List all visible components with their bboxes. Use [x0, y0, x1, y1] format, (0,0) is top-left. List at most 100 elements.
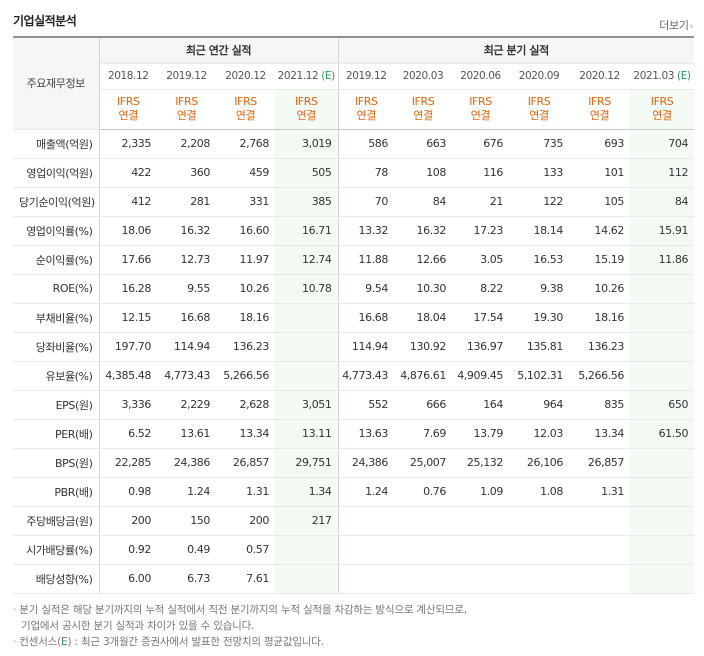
footnotes: · 분기 실적은 해당 분기까지의 누적 실적에서 직전 분기까지의 누적 실적… — [13, 602, 693, 650]
ifrs-badge: IFRS 연결 — [394, 89, 452, 130]
table-row: 당좌비율(%) 197.70 114.94 136.23 114.94 130.92 136… — [13, 332, 695, 362]
annual-value — [275, 332, 339, 362]
row-label: 부채비율(%) — [13, 303, 100, 333]
quarter-value: 108 — [394, 158, 452, 188]
table-row: EPS(원) 3,336 2,229 2,628 3,051 552 666 164 964 83… — [13, 390, 695, 420]
quarter-period-header: 2020.09 — [509, 63, 569, 90]
quarter-period-header: 2019.12 — [338, 63, 394, 90]
annual-value — [275, 564, 339, 594]
quarter-value — [630, 448, 695, 478]
quarter-value — [452, 506, 509, 536]
footnote-consensus: · 컨센서스(E) : 최근 3개월간 증권사에서 발표한 전망치의 평균값입니… — [13, 636, 324, 648]
quarter-value: 13.79 — [452, 419, 509, 449]
quarter-value — [338, 535, 394, 565]
quarter-value: 1.08 — [509, 477, 569, 507]
quarter-value: 4,909.45 — [452, 361, 509, 391]
quarter-value: 25,007 — [394, 448, 452, 478]
quarter-value — [452, 535, 509, 565]
quarter-value — [509, 506, 569, 536]
quarter-value: 15.19 — [569, 245, 630, 275]
row-label: ROE(%) — [13, 274, 100, 304]
table-row: 영업이익률(%) 18.06 16.32 16.60 16.71 13.32 16.32 17… — [13, 216, 695, 246]
quarter-value: 24,386 — [338, 448, 394, 478]
quarter-value: 8.22 — [452, 274, 509, 304]
annual-period-header: 2019.12 — [157, 63, 216, 90]
quarter-value: 13.32 — [338, 216, 394, 246]
quarter-value: 19.30 — [509, 303, 569, 333]
annual-period-header: 2018.12 — [99, 63, 157, 90]
quarter-value: 78 — [338, 158, 394, 188]
row-label: 유보율(%) — [13, 361, 100, 391]
table-row: 순이익률(%) 17.66 12.73 11.97 12.74 11.88 12.66 3.0… — [13, 245, 695, 275]
quarter-value: 16.53 — [509, 245, 569, 275]
quarter-value: 84 — [630, 187, 695, 217]
quarter-value: 133 — [509, 158, 569, 188]
annual-value: 217 — [275, 506, 339, 536]
estimate-mark: (E) — [321, 70, 335, 82]
row-label: 매출액(억원) — [13, 129, 100, 159]
annual-value: 16.32 — [157, 216, 216, 246]
quarter-value: 835 — [569, 390, 630, 420]
ifrs-badge: IFRS 연결 — [630, 89, 695, 130]
row-label: 순이익률(%) — [13, 245, 100, 275]
annual-value: 1.31 — [216, 477, 275, 507]
annual-value: 16.71 — [275, 216, 339, 246]
quarter-value: 16.32 — [394, 216, 452, 246]
quarter-value — [394, 564, 452, 594]
annual-value: 16.60 — [216, 216, 275, 246]
annual-value: 12.74 — [275, 245, 339, 275]
more-link[interactable]: 더보기› — [659, 17, 693, 33]
quarter-value: 7.69 — [394, 419, 452, 449]
annual-value: 16.28 — [99, 274, 157, 304]
annual-value: 10.78 — [275, 274, 339, 304]
annual-value: 0.57 — [216, 535, 275, 565]
annual-value: 4,773.43 — [157, 361, 216, 391]
quarter-value: 18.16 — [569, 303, 630, 333]
row-label: 당기순이익(억원) — [13, 187, 100, 217]
ifrs-badge: IFRS 연결 — [452, 89, 509, 130]
annual-value: 13.34 — [216, 419, 275, 449]
annual-value: 136.23 — [216, 332, 275, 362]
quarter-value: 136.97 — [452, 332, 509, 362]
quarter-value: 17.54 — [452, 303, 509, 333]
quarter-value — [630, 361, 695, 391]
annual-value: 13.11 — [275, 419, 339, 449]
annual-value: 331 — [216, 187, 275, 217]
quarter-value: 10.30 — [394, 274, 452, 304]
quarter-value: 1.31 — [569, 477, 630, 507]
quarter-value — [394, 535, 452, 565]
quarter-value: 666 — [394, 390, 452, 420]
annual-value: 6.00 — [99, 564, 157, 594]
table-row: 주당배당금(원) 200 150 200 217 — [13, 506, 695, 536]
bullet-icon: · — [13, 604, 17, 616]
quarter-value: 13.63 — [338, 419, 394, 449]
quarter-value: 136.23 — [569, 332, 630, 362]
more-label[interactable]: 더보기 — [659, 19, 689, 32]
annual-value: 26,857 — [216, 448, 275, 478]
table-row: 배당성향(%) 6.00 6.73 7.61 — [13, 564, 695, 594]
quarter-period-header: 2020.03 — [394, 63, 452, 90]
quarter-value: 12.66 — [394, 245, 452, 275]
annual-value: 197.70 — [99, 332, 157, 362]
annual-value: 0.49 — [157, 535, 216, 565]
quarter-value: 70 — [338, 187, 394, 217]
quarter-value: 552 — [338, 390, 394, 420]
annual-value: 114.94 — [157, 332, 216, 362]
quarter-value — [569, 535, 630, 565]
quarter-value: 15.91 — [630, 216, 695, 246]
annual-value: 9.55 — [157, 274, 216, 304]
quarter-value: 21 — [452, 187, 509, 217]
annual-value: 0.92 — [99, 535, 157, 565]
annual-value: 6.52 — [99, 419, 157, 449]
annual-value: 29,751 — [275, 448, 339, 478]
financial-table: 주요재무정보 최근 연간 실적 최근 분기 실적 2018.12 2019.12 2020… — [13, 36, 695, 594]
table-row: 매출액(억원) 2,335 2,208 2,768 3,019 586 663 676 735 6… — [13, 129, 695, 159]
table-row: 유보율(%) 4,385.48 4,773.43 5,266.56 4,773.43 4,… — [13, 361, 695, 391]
table-row: 당기순이익(억원) 412 281 331 385 70 84 21 122 105 84 — [13, 187, 695, 217]
annual-value: 18.06 — [99, 216, 157, 246]
quarter-value — [630, 506, 695, 536]
annual-value: 22,285 — [99, 448, 157, 478]
quarter-value — [509, 535, 569, 565]
quarter-value: 101 — [569, 158, 630, 188]
annual-value: 6.73 — [157, 564, 216, 594]
